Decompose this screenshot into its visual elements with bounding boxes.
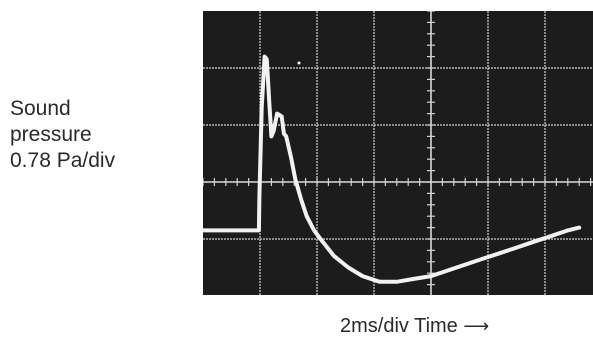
y-axis-label-line-2: pressure [10,123,92,146]
trace-layer [203,54,582,284]
screen-speck [297,61,301,65]
x-axis-label: 2ms/div Time ⟶ [340,315,489,338]
y-axis-label-line-1: Sound [10,97,71,120]
pressure-trace [203,54,582,284]
y-axis-label-line-3: 0.78 Pa/div [10,149,116,172]
oscilloscope-plot [203,11,593,295]
oscilloscope-screen [203,11,593,295]
y-axis-label: Sound pressure 0.78 Pa/div [10,96,180,174]
x-axis-label-text: 2ms/div Time [340,315,458,337]
arrow-right-icon: ⟶ [463,316,490,337]
